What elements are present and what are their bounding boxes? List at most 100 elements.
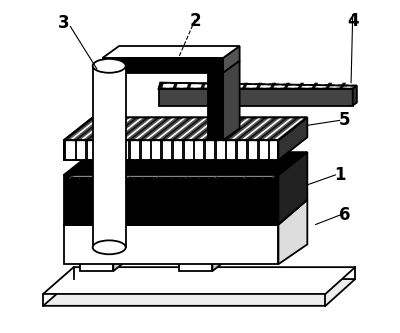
Polygon shape — [80, 247, 126, 257]
Polygon shape — [80, 257, 113, 271]
Polygon shape — [155, 118, 186, 140]
Polygon shape — [144, 140, 147, 160]
Polygon shape — [270, 83, 276, 89]
Ellipse shape — [93, 240, 126, 254]
Polygon shape — [208, 73, 223, 140]
Polygon shape — [102, 46, 240, 58]
Polygon shape — [159, 83, 164, 89]
Polygon shape — [91, 140, 93, 160]
Polygon shape — [262, 140, 265, 160]
Polygon shape — [228, 83, 234, 89]
Polygon shape — [172, 83, 178, 89]
Polygon shape — [198, 140, 201, 160]
Polygon shape — [273, 140, 276, 160]
Polygon shape — [101, 118, 133, 140]
Polygon shape — [186, 83, 192, 89]
Polygon shape — [134, 118, 165, 140]
Polygon shape — [187, 118, 219, 140]
Polygon shape — [325, 83, 332, 89]
Polygon shape — [171, 140, 174, 160]
Polygon shape — [278, 118, 307, 160]
Polygon shape — [166, 83, 171, 89]
Polygon shape — [192, 118, 224, 140]
Text: 2: 2 — [190, 12, 202, 30]
Polygon shape — [139, 118, 170, 140]
Polygon shape — [123, 140, 126, 160]
Polygon shape — [166, 140, 168, 160]
Polygon shape — [93, 66, 126, 247]
Polygon shape — [332, 83, 339, 89]
Polygon shape — [118, 140, 120, 160]
Polygon shape — [346, 83, 353, 89]
Polygon shape — [85, 118, 117, 140]
Polygon shape — [198, 118, 230, 140]
Polygon shape — [214, 140, 217, 160]
Polygon shape — [241, 118, 272, 140]
Polygon shape — [70, 155, 302, 178]
Polygon shape — [257, 118, 288, 140]
Polygon shape — [263, 83, 269, 89]
Polygon shape — [203, 118, 235, 140]
Polygon shape — [80, 118, 112, 140]
Polygon shape — [268, 118, 299, 140]
Polygon shape — [212, 247, 225, 271]
Polygon shape — [278, 152, 307, 224]
Polygon shape — [74, 118, 106, 140]
Polygon shape — [159, 89, 353, 106]
Polygon shape — [69, 118, 101, 140]
Text: 4: 4 — [347, 12, 358, 30]
Polygon shape — [207, 83, 213, 89]
Polygon shape — [112, 118, 144, 140]
Polygon shape — [235, 83, 241, 89]
Polygon shape — [246, 118, 278, 140]
Polygon shape — [107, 140, 109, 160]
Polygon shape — [171, 118, 203, 140]
Polygon shape — [297, 83, 304, 89]
Polygon shape — [187, 140, 190, 160]
Text: 1: 1 — [334, 166, 346, 184]
Polygon shape — [96, 140, 99, 160]
Polygon shape — [209, 118, 240, 140]
Polygon shape — [252, 118, 283, 140]
Polygon shape — [242, 83, 248, 89]
Polygon shape — [192, 140, 195, 160]
Polygon shape — [118, 118, 149, 140]
Polygon shape — [64, 118, 95, 140]
Polygon shape — [180, 83, 185, 89]
Polygon shape — [230, 140, 233, 160]
Polygon shape — [159, 83, 357, 89]
Polygon shape — [246, 140, 249, 160]
Polygon shape — [160, 118, 192, 140]
Polygon shape — [276, 83, 283, 89]
Text: 6: 6 — [339, 205, 350, 223]
Polygon shape — [225, 118, 256, 140]
Polygon shape — [112, 140, 115, 160]
Polygon shape — [64, 224, 278, 264]
Polygon shape — [166, 118, 197, 140]
Polygon shape — [203, 140, 206, 160]
Polygon shape — [249, 83, 255, 89]
Polygon shape — [123, 118, 154, 140]
Polygon shape — [155, 140, 158, 160]
Polygon shape — [64, 140, 66, 160]
Polygon shape — [241, 140, 244, 160]
Polygon shape — [176, 118, 208, 140]
Polygon shape — [223, 61, 240, 140]
Polygon shape — [193, 83, 199, 89]
Polygon shape — [311, 83, 318, 89]
Polygon shape — [107, 118, 138, 140]
Text: 5: 5 — [339, 111, 350, 130]
Polygon shape — [43, 267, 355, 294]
Polygon shape — [64, 140, 278, 160]
Polygon shape — [252, 140, 254, 160]
Polygon shape — [223, 46, 240, 73]
Polygon shape — [353, 86, 357, 106]
Polygon shape — [64, 175, 278, 224]
Polygon shape — [64, 118, 307, 140]
Polygon shape — [273, 118, 305, 140]
Text: 3: 3 — [58, 14, 70, 32]
Polygon shape — [278, 200, 307, 264]
Polygon shape — [262, 118, 294, 140]
Polygon shape — [225, 140, 228, 160]
Polygon shape — [176, 140, 179, 160]
